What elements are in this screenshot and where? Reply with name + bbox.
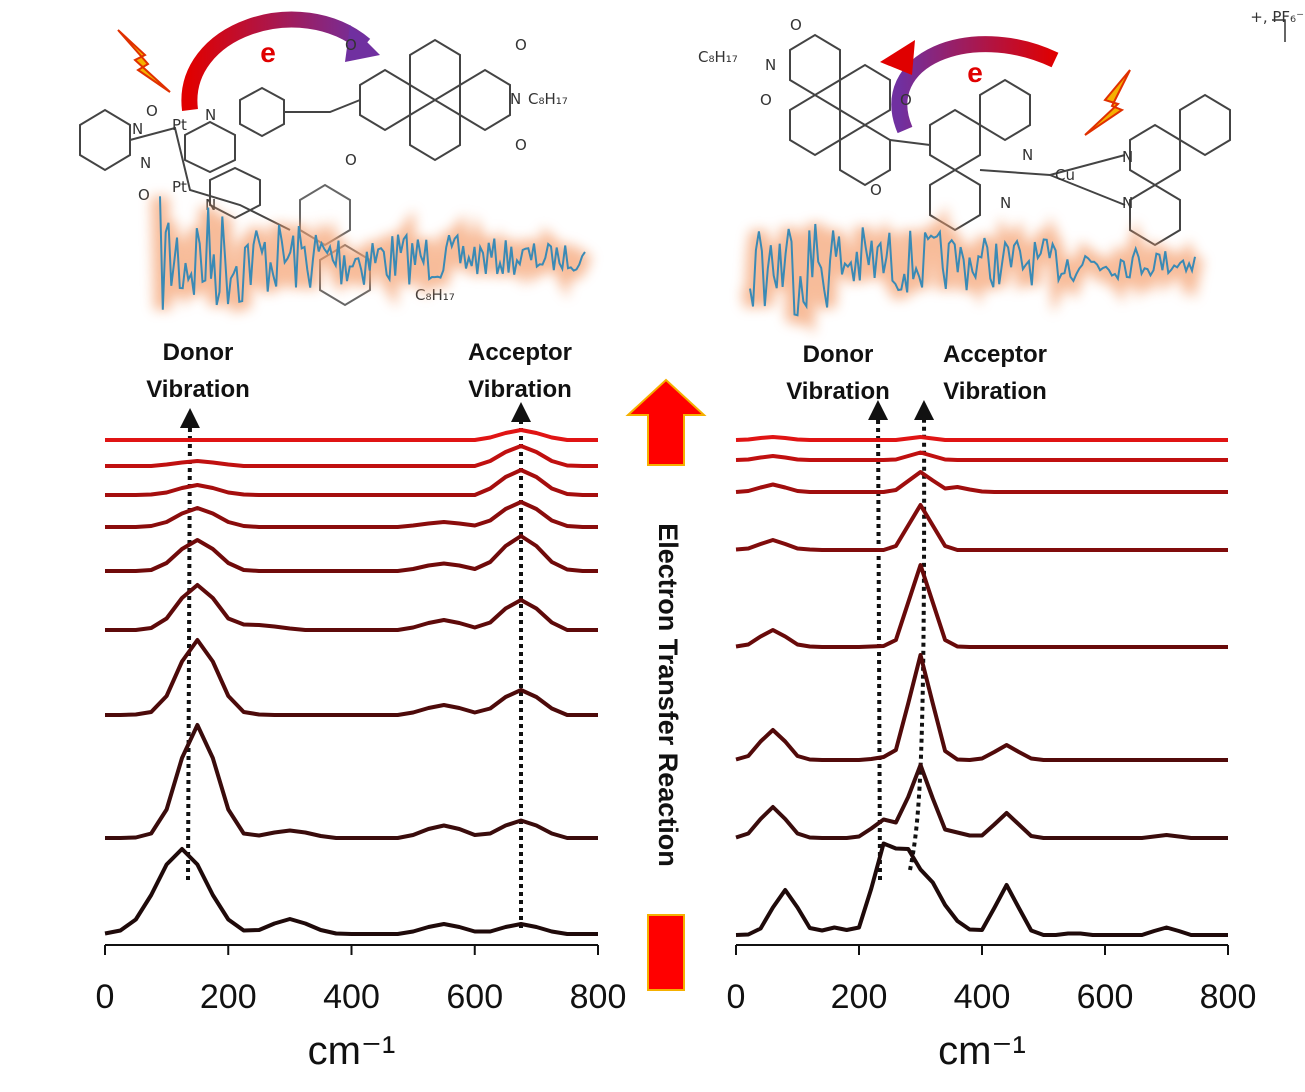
annotation: Acceptor [468, 339, 572, 366]
spectrum-line [735, 841, 1228, 937]
atom-label: O [760, 91, 772, 109]
charge-label: +, PF₆⁻ [1250, 8, 1304, 26]
electron-arrow [891, 36, 1059, 134]
x-tick-label: 0 [727, 978, 746, 1016]
annotation: Donor [163, 339, 234, 366]
electron-arrow-head [345, 25, 380, 62]
spectrum-line [105, 500, 598, 529]
atom-label: N [132, 120, 143, 138]
atom-label: N [1122, 194, 1133, 212]
spectrum-line [105, 428, 598, 442]
x-tick-label: 400 [323, 978, 380, 1016]
x-tick-label: 800 [1200, 978, 1257, 1016]
center-label: Electron Transfer Reaction [653, 523, 683, 867]
spectrum-line [735, 763, 1228, 840]
atom-label: O [146, 102, 158, 120]
spectrum-line [105, 583, 598, 632]
lightning [117, 29, 171, 93]
spectrum-line [735, 470, 1228, 494]
atom-label: Pt [172, 178, 187, 196]
atom-label: N [140, 154, 151, 172]
annotation: Vibration [146, 376, 250, 403]
spectrum-line [105, 638, 598, 717]
arrow-tail [647, 914, 685, 991]
atom-label: Pt [172, 116, 187, 134]
x-tick-label: 200 [831, 978, 888, 1016]
annotation: Vibration [943, 378, 1047, 405]
right-rings [789, 33, 1231, 247]
atom-label: O [345, 36, 357, 54]
atom-label: C₈H₁₇ [528, 90, 568, 108]
electron-label: e [967, 57, 983, 88]
decorative-trace [749, 223, 1196, 317]
atom-label: N [205, 106, 216, 124]
annotation: Acceptor [943, 341, 1047, 368]
spectrum-line [735, 653, 1228, 762]
x-axis-label: cm⁻¹ [308, 1029, 396, 1073]
x-axis-label: cm⁻¹ [938, 1029, 1026, 1073]
atom-label: N [1000, 194, 1011, 212]
spectrum-line [735, 563, 1228, 649]
atom-label: N [205, 196, 216, 214]
atom-label: O [790, 16, 802, 34]
spectrum-line [105, 534, 598, 573]
atom-label: N [1122, 148, 1133, 166]
spectrum-line [104, 847, 598, 936]
bracket [1272, 19, 1286, 42]
spectrum-line [105, 723, 598, 840]
x-tick-label: 600 [1077, 978, 1134, 1016]
atom-label: N [510, 90, 521, 108]
spectrum-line [735, 435, 1228, 442]
x-tick-label: 0 [96, 978, 115, 1016]
decorative-trace [159, 196, 586, 310]
spectrum-line [735, 503, 1228, 552]
up-arrow [625, 378, 707, 466]
electron-arrow [181, 11, 371, 111]
lightning [1084, 69, 1131, 136]
electron-arrow-head [880, 40, 915, 75]
x-tick-label: 200 [200, 978, 257, 1016]
atom-label: N [1022, 146, 1033, 164]
annotation: Vibration [468, 376, 572, 403]
spectrum-line [105, 468, 598, 497]
atom-label: O [345, 151, 357, 169]
annotation: Donor [803, 341, 874, 368]
guide-lines [179, 400, 935, 928]
annotation: Vibration [786, 378, 890, 405]
atom-label: C₈H₁₇ [698, 48, 738, 66]
left-molecule: e Pt Pt N N O O N N O O O O N C₈H₁₇ C₈H₁… [79, 11, 568, 307]
x-tick-label: 400 [954, 978, 1011, 1016]
atom-label: O [515, 136, 527, 154]
atom-label: Cu [1055, 166, 1075, 184]
x-tick-label: 800 [570, 978, 627, 1016]
atom-label: O [900, 91, 912, 109]
atom-label: O [870, 181, 882, 199]
spectrum-line [105, 444, 598, 468]
electron-label: e [260, 37, 276, 68]
atom-label: O [515, 36, 527, 54]
atom-label: O [138, 186, 150, 204]
right-molecule: +, PF₆⁻ e Cu N N N N O O O O N C₈H₁₇ [698, 8, 1304, 247]
spectrum-line [735, 450, 1228, 462]
atom-label: N [765, 56, 776, 74]
left-rings [79, 38, 511, 307]
x-tick-label: 600 [446, 978, 503, 1016]
